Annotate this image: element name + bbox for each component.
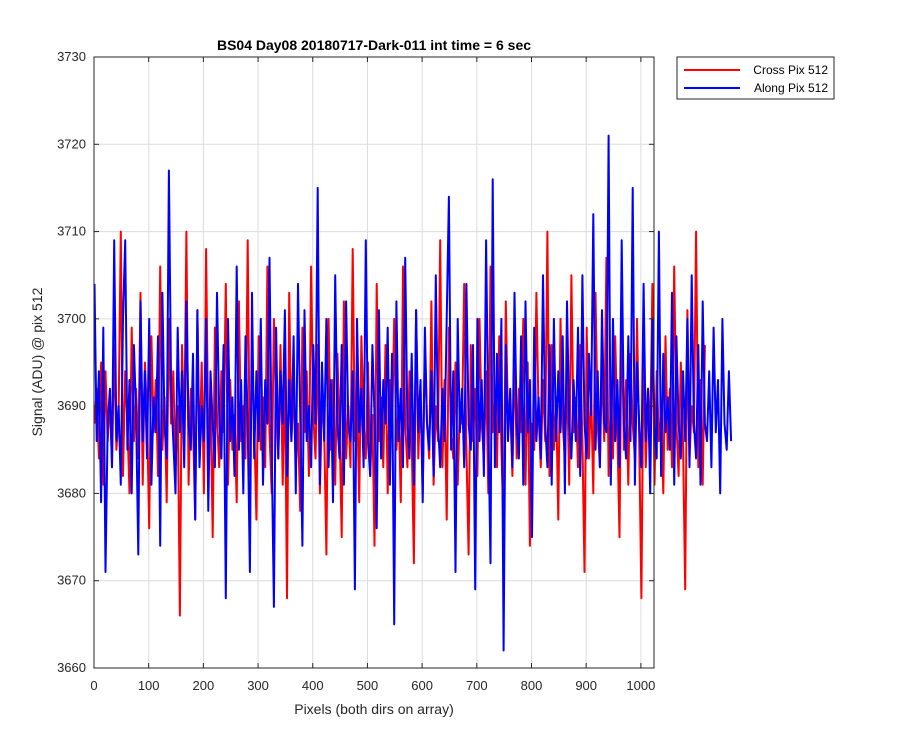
chart-title: BS04 Day08 20180717-Dark-011 int time = …	[217, 37, 531, 53]
x-tick-label: 0	[90, 678, 97, 693]
x-tick-label: 300	[247, 678, 269, 693]
x-tick-label: 600	[411, 678, 433, 693]
legend-label-along: Along Pix 512	[754, 81, 828, 95]
x-tick-label: 900	[575, 678, 597, 693]
axis-ticks	[93, 56, 654, 669]
y-tick-label: 3710	[57, 224, 86, 239]
y-tick-label: 3730	[57, 49, 86, 64]
x-tick-label: 400	[302, 678, 324, 693]
x-tick-label: 1000	[626, 678, 655, 693]
y-tick-label: 3720	[57, 136, 86, 151]
x-tick-label: 800	[521, 678, 543, 693]
x-tick-label: 500	[357, 678, 379, 693]
y-axis-title: Signal (ADU) @ pix 512	[29, 287, 45, 436]
y-tick-label: 3680	[57, 485, 86, 500]
x-tick-label: 100	[138, 678, 160, 693]
x-axis-title: Pixels (both dirs on array)	[294, 701, 454, 717]
y-tick-label: 3670	[57, 573, 86, 588]
series-line-along-pix-512	[93, 134, 733, 652]
tick-labels: 0 100 200 300 400 500 600 700 800 900 1000 3660 3670…	[57, 49, 655, 693]
plot-frame	[93, 56, 655, 669]
series-layer	[93, 134, 733, 652]
legend-box	[676, 56, 835, 100]
x-tick-label: 700	[466, 678, 488, 693]
y-tick-label: 3700	[57, 311, 86, 326]
y-tick-label: 3690	[57, 398, 86, 413]
legend-label-cross: Cross Pix 512	[753, 63, 828, 77]
legend[interactable]: Cross Pix 512 Along Pix 512	[676, 56, 835, 100]
y-tick-label: 3660	[57, 660, 86, 675]
x-tick-label: 200	[193, 678, 215, 693]
